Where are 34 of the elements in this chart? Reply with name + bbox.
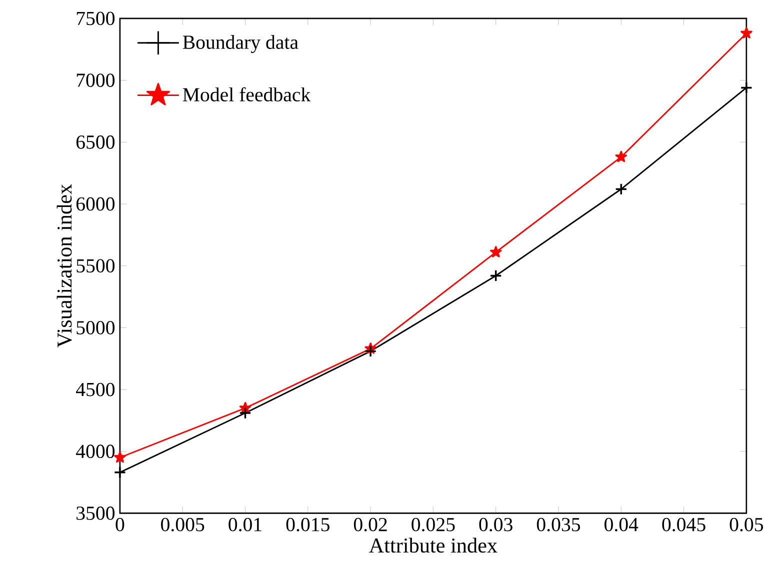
x-tick-label: 0.01	[228, 518, 262, 532]
y-tick-label: 7000	[76, 73, 115, 87]
point	[740, 26, 752, 38]
point	[740, 81, 753, 94]
x-tick-label: 0.02	[354, 518, 387, 532]
x-tick-label: 0.05	[730, 518, 764, 532]
x-tick-label: 0	[116, 518, 124, 532]
x-tick-label: 0.045	[662, 518, 706, 532]
x-axis-title: Attribute index	[369, 538, 498, 552]
y-tick-label: 6000	[76, 197, 115, 210]
point	[615, 150, 628, 162]
point	[490, 246, 502, 258]
y-axis-title: Visualization index	[56, 184, 72, 348]
point	[490, 269, 502, 282]
y-tick-label: 4500	[76, 382, 115, 396]
x-tick-label: 0.025	[412, 518, 455, 532]
legend-label: Boundary data	[182, 34, 298, 53]
legend-label: Model feedback	[182, 87, 311, 102]
x-tick-label: 0.015	[286, 518, 330, 532]
point	[114, 451, 126, 462]
point	[239, 406, 252, 419]
y-tick-label: 6500	[76, 135, 115, 149]
x-tick-label: 0.04	[604, 518, 638, 532]
x-tick-label: 0.035	[536, 518, 580, 532]
y-tick-label: 7500	[76, 12, 115, 25]
point	[114, 466, 126, 478]
y-tick-label: 3500	[76, 506, 115, 520]
point	[364, 344, 377, 358]
x-tick-label: 0.03	[479, 518, 512, 532]
y-tick-label: 4000	[76, 444, 115, 458]
y-tick-label: 5000	[76, 320, 115, 334]
x-tick-label: 0.005	[161, 518, 204, 532]
y-tick-label: 5500	[76, 258, 115, 272]
point	[614, 182, 628, 196]
